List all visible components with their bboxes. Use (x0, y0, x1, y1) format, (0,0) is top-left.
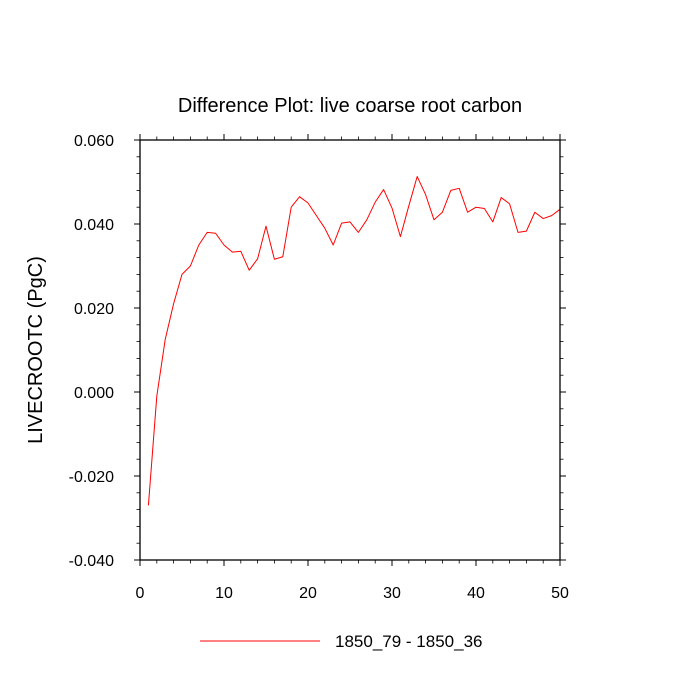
y-tick-label: -0.040 (69, 553, 114, 570)
x-tick-label: 20 (299, 585, 317, 602)
y-tick-label: 0.000 (74, 385, 114, 402)
y-tick-label: -0.020 (69, 469, 114, 486)
chart-title: Difference Plot: live coarse root carbon (178, 95, 522, 117)
x-tick-label: 10 (215, 585, 233, 602)
y-axis-label: LIVECROOTC (PgC) (25, 256, 47, 444)
y-tick-label: 0.060 (74, 133, 114, 150)
axis-tick-labels: 0 10 20 30 40 50 -0.040 -0.020 0.000 0.020 0.040 0.… (69, 133, 569, 602)
legend: 1850_79 - 1850_36 (200, 632, 482, 651)
x-tick-label: 40 (467, 585, 485, 602)
legend-label: 1850_79 - 1850_36 (335, 632, 482, 651)
x-tick-label: 30 (383, 585, 401, 602)
y-tick-label: 0.020 (74, 301, 114, 318)
y-tick-label: 0.040 (74, 217, 114, 234)
plot-frame (139, 139, 561, 561)
data-series (147, 176, 561, 506)
x-tick-label: 0 (136, 585, 145, 602)
series-line (147, 176, 561, 506)
x-tick-label: 50 (551, 585, 569, 602)
